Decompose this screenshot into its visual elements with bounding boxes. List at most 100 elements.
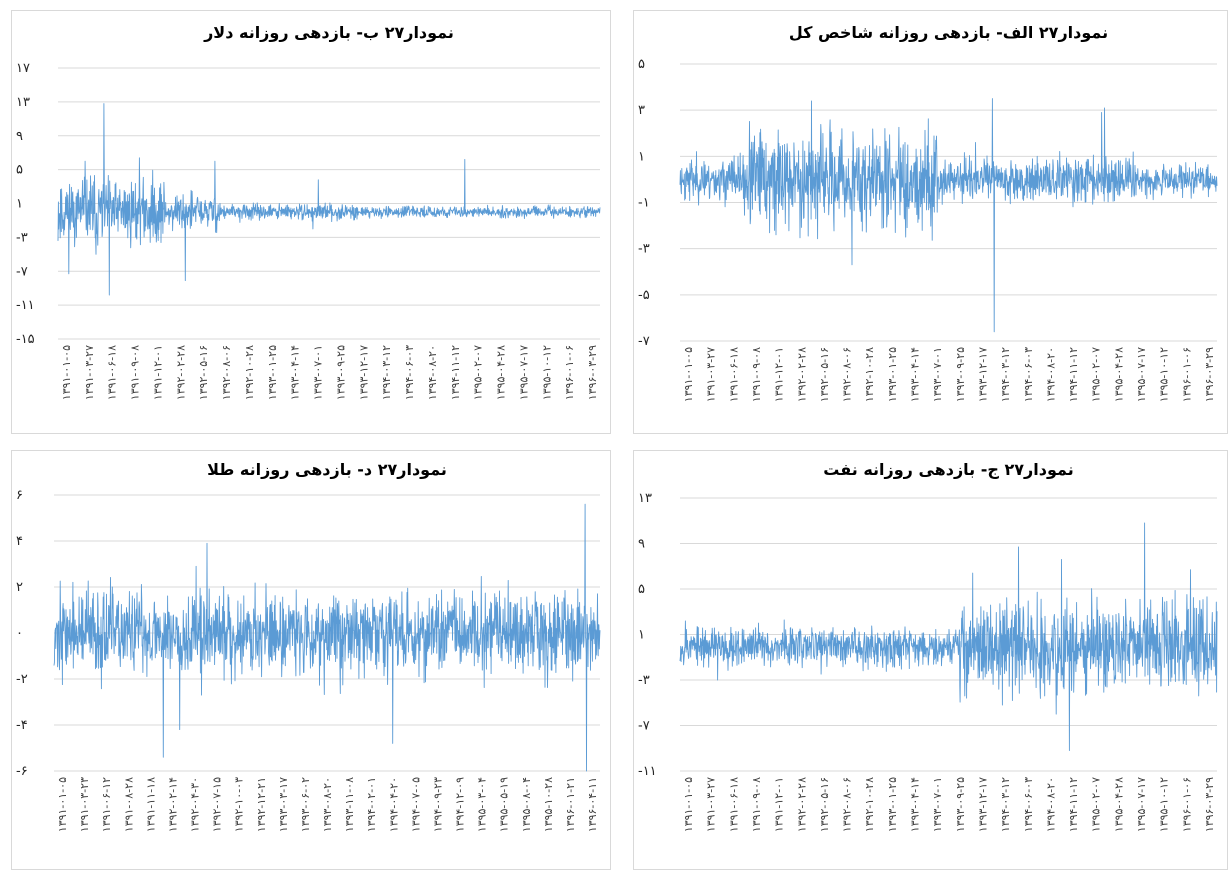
y-tick-label: -۱۱ <box>16 298 35 313</box>
x-tick-label: ۱۳۹۵-۰۷-۱۷ <box>1135 347 1148 402</box>
y-tick-label: ۹ <box>638 537 645 552</box>
x-tick-label: ۱۳۹۵-۰۲-۰۷ <box>1090 777 1103 832</box>
x-tick-label: ۱۳۹۳-۰۹-۲۵ <box>334 345 347 400</box>
y-tick-label: -۷ <box>638 719 650 734</box>
x-tick-label: ۱۳۹۲-۰۲-۲۸ <box>795 777 808 832</box>
x-tick-label: ۱۳۹۱-۰۱-۰۵ <box>682 777 695 832</box>
x-tick-label: ۱۳۹۵-۰۴-۲۸ <box>495 345 508 400</box>
x-tick-label: ۱۳۹۶-۰۱-۰۶ <box>1180 347 1193 402</box>
x-tick-label: ۱۳۹۲-۰۵-۱۶ <box>197 345 210 400</box>
y-tick-label: -۵ <box>638 288 650 303</box>
x-tick-label: ۱۳۹۳-۱۲-۱۷ <box>976 347 989 402</box>
y-tick-label: ۱ <box>638 628 645 643</box>
y-tick-label: -۱۱ <box>638 764 657 779</box>
x-tick-label: ۱۳۹۱-۰۶-۱۸ <box>106 345 119 400</box>
x-tick-label: ۱۳۹۲-۰۲-۲۸ <box>795 347 808 402</box>
chart-panel-index: نمودار۲۷ الف- بازدهی روزانه شاخص کل ۵ ۳ ۱ -۱… <box>633 10 1228 434</box>
x-tick-label: ۱۳۹۲-۱۰-۲۸ <box>243 345 256 400</box>
y-tick-label: -۱ <box>638 196 650 211</box>
x-tick-label: ۱۳۹۳-۰۱-۲۵ <box>886 777 899 832</box>
x-tick-label: ۱۳۹۲-۰۸-۰۶ <box>841 347 854 402</box>
y-tick-label: ۲ <box>16 580 23 595</box>
x-tick-label: ۱۳۹۴-۱۱-۱۲ <box>449 345 462 400</box>
x-tick-label: ۱۳۹۴-۰۹-۲۳ <box>431 777 444 832</box>
x-tick-label: ۱۳۹۳-۰۷-۰۱ <box>312 345 325 400</box>
y-tick-label: ۵ <box>16 163 23 178</box>
series-line <box>680 99 1217 332</box>
chart-title: نمودار۲۷ د- بازدهی روزانه طلا <box>207 460 447 479</box>
x-tick-label: ۱۳۹۴-۰۳-۱۲ <box>999 777 1012 832</box>
y-tick-label: ۹ <box>16 129 23 144</box>
y-tick-label: ۱ <box>638 149 645 164</box>
x-tick-label: ۱۳۹۴-۰۴-۲۰ <box>387 777 400 832</box>
x-tick-label: ۱۳۹۴-۰۲-۰۱ <box>365 777 378 832</box>
x-tick-label: ۱۳۹۳-۰۹-۲۵ <box>954 347 967 402</box>
x-tick-label: ۱۳۹۶-۰۳-۲۹ <box>1203 347 1216 402</box>
y-tick-label: ۶ <box>16 488 23 503</box>
y-tick-label: ۰ <box>16 626 23 641</box>
oil-chart-svg: نمودار۲۷ ج- بازدهی روزانه نفت ۱۳ ۹ ۵ ۱ -۳ -۷ -۱… <box>634 451 1229 871</box>
y-tick-label: -۳ <box>638 242 650 257</box>
x-tick-label: ۱۳۹۵-۱۰-۱۲ <box>1158 777 1171 832</box>
x-tick-label: ۱۳۹۵-۰۷-۱۷ <box>1135 777 1148 832</box>
index-chart-svg: نمودار۲۷ الف- بازدهی روزانه شاخص کل ۵ ۳ ۱ -۱… <box>634 11 1229 435</box>
x-tick-label: ۱۳۹۵-۰۴-۲۸ <box>1112 777 1125 832</box>
y-tick-label: -۱۵ <box>16 332 35 347</box>
x-tick-label: ۱۳۹۲-۰۴-۳۰ <box>189 777 202 832</box>
y-tick-label: -۲ <box>16 672 28 687</box>
series-line <box>58 104 600 295</box>
x-tick-label: ۱۳۹۶-۰۳-۲۹ <box>586 345 599 400</box>
y-tick-label: ۱۳ <box>638 491 652 506</box>
chart-title: نمودار۲۷ الف- بازدهی روزانه شاخص کل <box>789 23 1108 42</box>
x-tick-label: ۱۳۹۴-۰۶-۰۳ <box>403 345 416 400</box>
y-tick-label: -۳ <box>638 673 650 688</box>
x-tick-label: ۱۳۹۱-۰۱-۰۵ <box>60 345 73 400</box>
x-tick-label: ۱۳۹۴-۰۳-۱۲ <box>999 347 1012 402</box>
y-tick-label: -۶ <box>16 764 28 779</box>
x-tick-label: ۱۳۹۳-۰۴-۱۴ <box>289 345 302 400</box>
x-tick-label: ۱۳۹۱-۰۹-۰۸ <box>129 345 142 400</box>
x-tick-label: ۱۳۹۳-۰۴-۱۴ <box>909 777 922 832</box>
x-tick-label: ۱۳۹۵-۰۲-۰۷ <box>472 345 485 400</box>
x-tick-label: ۱۳۹۴-۰۸-۲۰ <box>1044 347 1057 402</box>
x-tick-label: ۱۳۹۳-۰۳-۱۷ <box>277 777 290 832</box>
x-tick-label: ۱۳۹۱-۱۲-۰۱ <box>151 345 164 400</box>
x-tick-label: ۱۳۹۱-۰۳-۲۷ <box>83 345 96 400</box>
chart-title: نمودار۲۷ ج- بازدهی روزانه نفت <box>823 460 1073 479</box>
x-tick-label: ۱۳۹۶-۰۱-۰۶ <box>563 345 576 400</box>
x-tick-label: ۱۳۹۴-۰۸-۲۰ <box>426 345 439 400</box>
series-line <box>680 523 1217 751</box>
x-tick-label: ۱۳۹۳-۱۲-۱۷ <box>357 345 370 400</box>
x-tick-label: ۱۳۹۴-۰۶-۰۳ <box>1022 777 1035 832</box>
x-tick-label: ۱۳۹۳-۰۶-۰۲ <box>299 777 312 832</box>
x-tick-label: ۱۳۹۴-۰۷-۰۵ <box>409 777 422 832</box>
x-tick-label: ۱۳۹۳-۰۷-۰۱ <box>931 347 944 402</box>
y-tick-label: -۷ <box>638 334 650 349</box>
x-tick-label: ۱۳۹۴-۱۱-۱۲ <box>1067 347 1080 402</box>
x-tick-label: ۱۳۹۵-۰۷-۱۷ <box>517 345 530 400</box>
dollar-chart-svg: نمودار۲۷ ب- بازدهی روزانه دلار ۱۷ ۱۳ ۹ ۵ ۱ -۳ -… <box>12 11 612 435</box>
x-tick-label: ۱۳۹۲-۰۲-۱۴ <box>166 777 179 832</box>
x-tick-label: ۱۳۹۳-۱۱-۰۸ <box>343 777 356 832</box>
x-tick-label: ۱۳۹۶-۰۳-۲۹ <box>1203 777 1216 832</box>
y-tick-label: ۱۷ <box>16 61 30 76</box>
x-tick-label: ۱۳۹۴-۰۳-۱۲ <box>380 345 393 400</box>
x-tick-label: ۱۳۹۱-۰۹-۰۸ <box>750 777 763 832</box>
y-tick-label: -۴ <box>16 718 28 733</box>
x-tick-label: ۱۳۹۵-۰۵-۱۹ <box>498 777 511 832</box>
x-tick-label: ۱۳۹۱-۰۳-۲۷ <box>705 777 718 832</box>
x-tick-label: ۱۳۹۲-۰۵-۱۶ <box>818 777 831 832</box>
x-tick-label: ۱۳۹۲-۰۵-۱۶ <box>818 347 831 402</box>
y-tick-label: -۳ <box>16 230 28 245</box>
y-tick-label: -۷ <box>16 264 28 279</box>
x-tick-label: ۱۳۹۲-۱۰-۰۳ <box>233 777 246 832</box>
x-tick-label: ۱۳۹۴-۰۸-۲۰ <box>1044 777 1057 832</box>
x-tick-label: ۱۳۹۳-۰۹-۲۵ <box>954 777 967 832</box>
x-tick-label: ۱۳۹۳-۰۱-۲۵ <box>886 347 899 402</box>
x-tick-label: ۱۳۹۱-۱۲-۰۱ <box>773 347 786 402</box>
series-line <box>54 504 600 771</box>
x-tick-label: ۱۳۹۲-۰۸-۰۶ <box>841 777 854 832</box>
x-tick-label: ۱۳۹۱-۰۱-۰۵ <box>682 347 695 402</box>
y-tick-label: ۵ <box>638 582 645 597</box>
x-tick-label: ۱۳۹۴-۱۲-۰۹ <box>454 777 467 832</box>
